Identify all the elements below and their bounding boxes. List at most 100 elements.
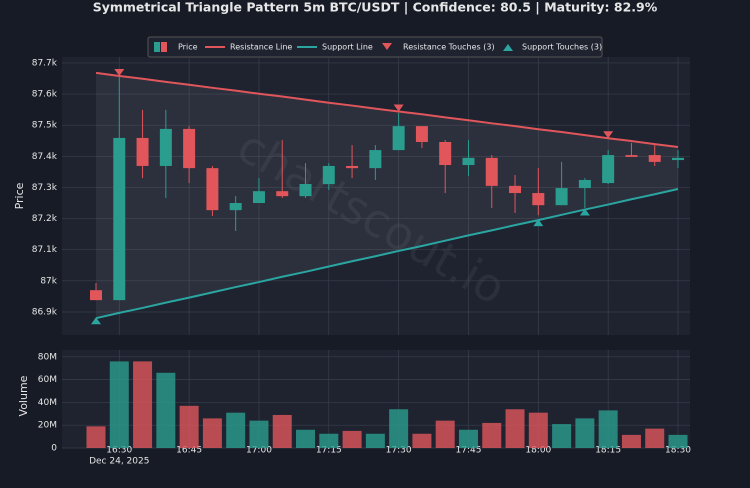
volume-bar [365,433,385,448]
volume-bar [133,361,153,448]
candle-body [136,137,149,166]
candle-body [415,126,428,142]
candle-body [90,290,102,301]
volume-bar [226,412,246,448]
triangle-area [96,72,678,319]
volume-bar [319,433,339,448]
x-tick-label: 17:30 [386,446,412,456]
legend-label: Resistance Line [230,43,292,52]
candle-body [346,165,359,169]
x-tick-label: 18:30 [665,446,691,456]
candle-body [602,155,615,184]
volume-bar [249,420,269,448]
y-tick-label: 87.5k [32,121,58,131]
resistance_touches-marker [114,68,125,76]
volume-bar [528,412,548,448]
volume-bar [458,429,478,448]
y-tick-label: 87.3k [32,183,58,193]
volume-bar [668,434,688,448]
candle-body [625,155,638,157]
candle-body [578,179,591,189]
resistance_touches-marker [603,131,614,139]
candle-body [299,184,312,197]
volume-bar [296,429,316,448]
legend-label: Resistance Touches (3) [403,43,495,52]
y-tick-label: 87.2k [32,214,58,224]
legend-label: Price [178,43,198,52]
y-axis-label: Price [13,182,26,209]
volume-bar [156,372,176,448]
volume-bar [109,361,129,448]
volume-tick-label: 0 [51,444,57,454]
candle-body [672,157,684,161]
y-tick-label: 86.9k [32,307,58,317]
candle-body [532,193,545,206]
y-tick-label: 87k [40,276,57,286]
candle-body [159,128,172,166]
candle-body [322,165,335,185]
volume-bar [482,422,502,448]
x-tick-label: 18:15 [595,446,621,456]
y-tick-label: 87.1k [32,245,58,255]
x-tick-label: 17:45 [456,446,482,456]
volume-axis-label: Volume [17,375,30,416]
volume-bar [86,426,106,448]
y-tick-label: 87.6k [32,90,58,100]
candle-body [369,150,382,169]
support-line [95,188,679,320]
volume-bar [621,434,641,448]
legend-icon [503,44,513,51]
volume-bar [435,420,455,448]
candle-body [439,141,452,166]
volume-tick-label: 60M [38,375,57,385]
volume-bar [179,405,199,448]
support_touches-marker [579,208,590,216]
volume-bar [272,414,292,448]
legend-icon [154,42,160,52]
chart-title: Symmetrical Triangle Pattern 5m BTC/USDT… [93,0,658,15]
volume-tick-label: 40M [38,398,57,408]
x-tick-label: 16:30 [106,446,132,456]
support_touches-marker [533,219,544,227]
resistance_touches-marker [393,104,404,112]
legend-label: Support Touches (3) [522,43,602,52]
y-tick-label: 87.7k [32,58,58,68]
legend [147,36,603,58]
candle-body [113,137,126,301]
volume-tick-label: 20M [38,421,57,431]
x-tick-label: 18:00 [525,446,551,456]
volume-bar [505,409,525,448]
volume-bar [342,430,362,448]
legend-icon [382,43,392,50]
support_touches-marker [91,317,101,325]
candle-body [252,191,265,204]
volume-bar [575,418,595,448]
volume-bar [412,433,432,448]
candle-body [485,157,498,186]
y-tick-label: 87.4k [32,152,58,162]
candle-body [183,128,196,169]
resistance-line [95,71,679,148]
candle-body [229,203,242,211]
x-tick-label: 17:15 [316,446,342,456]
candle-body [392,126,405,151]
legend-label: Support Line [322,43,373,52]
date-label: Dec 24, 2025 [89,457,149,467]
candle-body [462,157,475,166]
volume-bar [202,418,222,448]
volume-tick-label: 80M [38,352,57,362]
candle-body [509,185,522,194]
volume-bar [389,409,409,448]
volume-bar [645,428,665,448]
x-tick-label: 16:45 [176,446,202,456]
x-tick-label: 17:00 [246,446,272,456]
candle-body [555,188,568,206]
candle-body [206,168,219,211]
volume-bar [598,410,618,448]
volume-panel [62,350,690,448]
volume-bar [552,424,572,448]
candle-body [648,155,661,162]
candle-body [276,191,289,197]
